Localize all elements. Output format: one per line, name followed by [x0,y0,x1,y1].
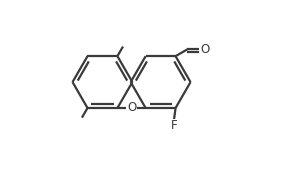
Text: O: O [200,43,209,56]
Text: O: O [127,102,136,115]
Text: F: F [170,120,177,133]
